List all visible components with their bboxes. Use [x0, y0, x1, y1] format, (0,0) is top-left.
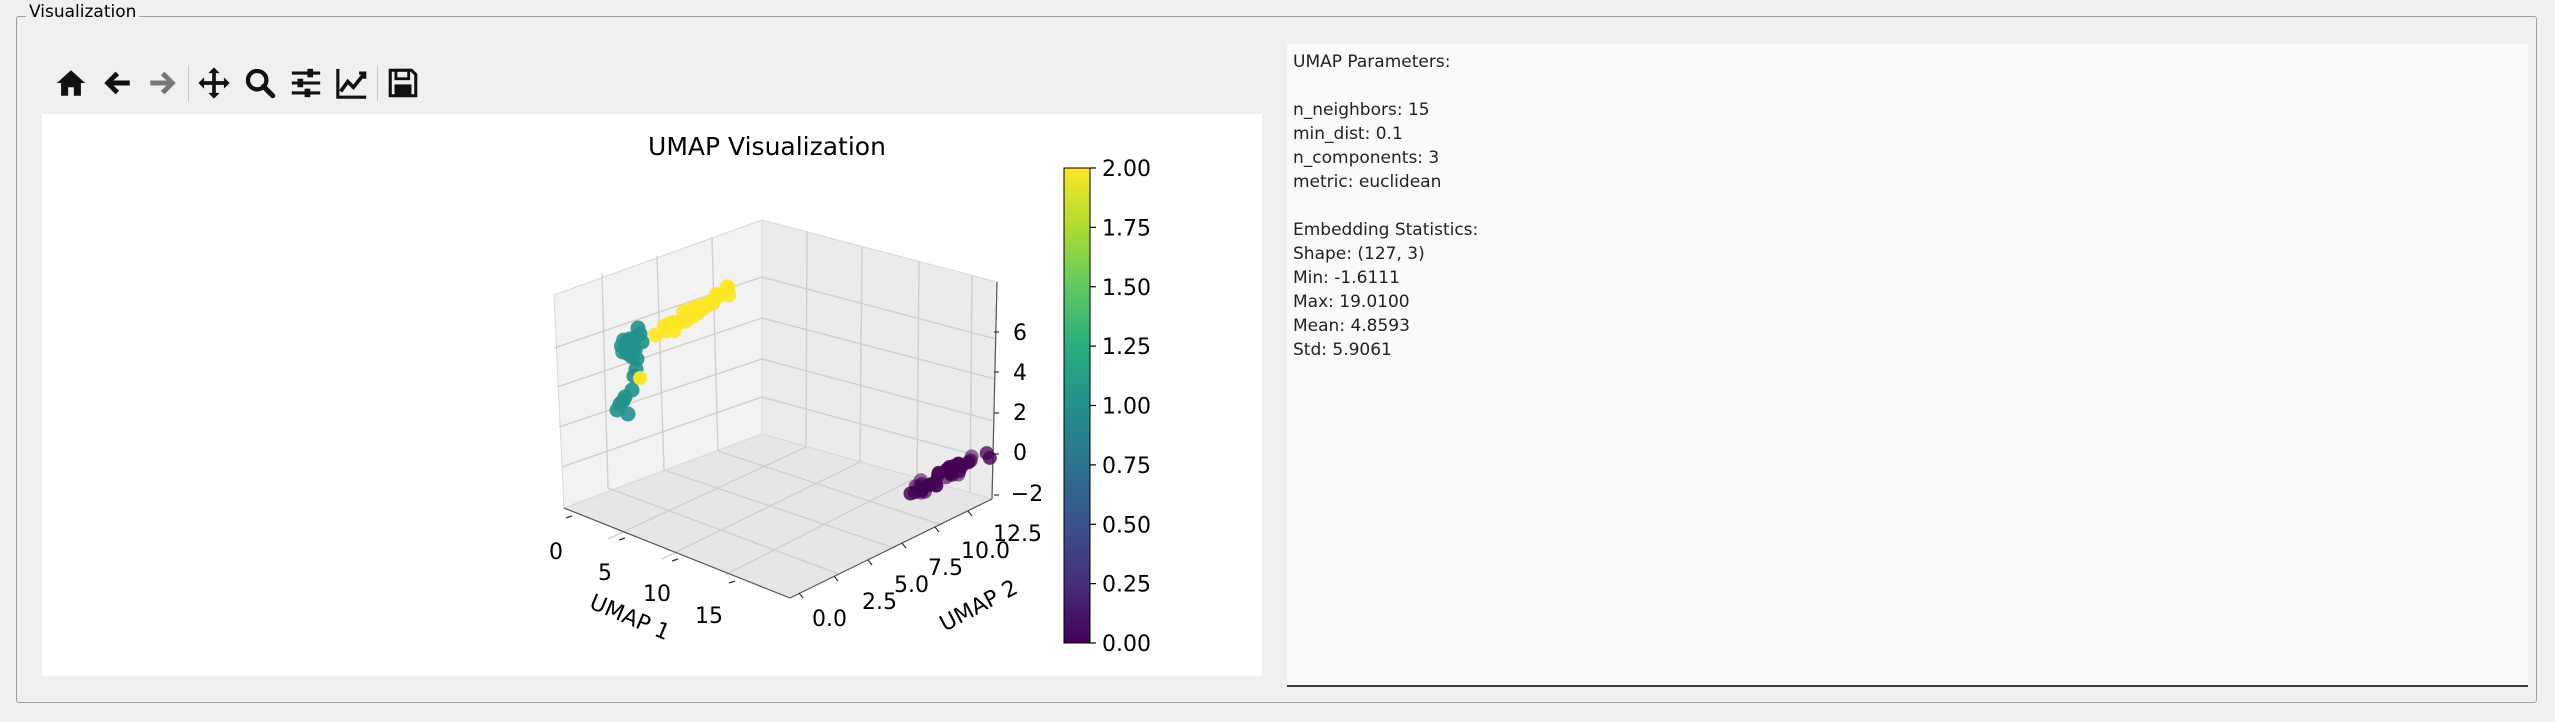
save-button[interactable] — [380, 60, 426, 106]
x-tick-label: 5 — [598, 561, 612, 586]
toolbar-separator — [188, 65, 189, 101]
y-tick-label: 10.0 — [961, 539, 1010, 564]
edit-axis-button[interactable] — [329, 60, 375, 106]
y-tick-label: 7.5 — [928, 556, 963, 581]
colorbar — [1063, 167, 1091, 644]
visualization-groupbox — [16, 16, 2537, 703]
forward-button[interactable] — [140, 60, 186, 106]
z-tick-label: 6 — [1013, 321, 1027, 346]
scatter-point — [656, 318, 672, 334]
scatter-point — [633, 371, 647, 385]
info-line: n_components: 3 — [1293, 148, 1440, 168]
info-line: n_neighbors: 15 — [1293, 100, 1430, 120]
info-line: Shape: (127, 3) — [1293, 244, 1425, 264]
colorbar-tick-label: 0.50 — [1102, 513, 1151, 538]
colorbar-tick-label: 0.00 — [1102, 632, 1151, 657]
info-line: UMAP Parameters: — [1293, 52, 1451, 72]
plot-toolbar — [48, 60, 426, 106]
info-line: Embedding Statistics: — [1293, 220, 1479, 240]
z-tick-label: 2 — [1013, 401, 1027, 426]
colorbar-tick-label: 1.00 — [1102, 395, 1151, 420]
info-line: Min: -1.6111 — [1293, 268, 1400, 288]
colorbar-tick-label: 2.00 — [1102, 157, 1151, 182]
plot-canvas[interactable]: UMAP Visualization — [42, 114, 1262, 676]
x-tick-label: 10 — [643, 582, 671, 607]
y-tick-label: 2.5 — [862, 590, 897, 615]
chart-title: UMAP Visualization — [648, 132, 886, 161]
colorbar-tick-label: 0.75 — [1102, 454, 1151, 479]
z-tick-label: 0 — [1013, 441, 1027, 466]
home-icon — [56, 70, 86, 96]
info-panel[interactable]: UMAP Parameters: n_neighbors: 15 min_dis… — [1287, 44, 2528, 687]
umap-3d-chart: UMAP Visualization — [549, 132, 1151, 657]
configure-subplots-icon — [291, 68, 321, 98]
home-button[interactable] — [48, 60, 94, 106]
edit-axis-icon — [336, 68, 367, 99]
back-button[interactable] — [94, 60, 140, 106]
scatter-point — [630, 320, 646, 336]
scatter-point — [625, 334, 641, 350]
pan-icon — [198, 67, 230, 99]
z-tick-label: −2 — [1011, 482, 1043, 507]
info-line: Mean: 4.8593 — [1293, 316, 1410, 336]
scatter-point — [709, 286, 725, 302]
scatter-point — [669, 326, 681, 338]
y-tick-label: 0.0 — [812, 607, 847, 632]
x-tick-label: 0 — [549, 540, 563, 565]
back-arrow-icon — [104, 71, 130, 95]
scatter-point — [689, 299, 705, 315]
scatter-point — [619, 345, 635, 361]
x-tick-labels: 0 5 10 15 — [549, 540, 723, 629]
info-line: Max: 19.0100 — [1293, 292, 1410, 312]
configure-subplots-button[interactable] — [283, 60, 329, 106]
group-title: Visualization — [26, 2, 140, 22]
zoom-button[interactable] — [237, 60, 283, 106]
pan-button[interactable] — [191, 60, 237, 106]
y-axis-label: UMAP 2 — [936, 575, 1022, 637]
scatter-points — [609, 279, 997, 501]
scatter-point — [719, 279, 735, 295]
scatter-point — [676, 304, 692, 320]
colorbar-tick-label: 1.25 — [1102, 335, 1151, 360]
scatter-point — [963, 453, 978, 468]
info-line: min_dist: 0.1 — [1293, 124, 1403, 144]
y-tick-labels: 0.0 2.5 5.0 7.5 10.0 12.5 — [812, 522, 1042, 632]
colorbar-tick-label: 0.25 — [1102, 573, 1151, 598]
z-tick-label: 4 — [1013, 361, 1027, 386]
scatter-point — [620, 406, 636, 422]
x-tick-label: 15 — [695, 604, 723, 629]
z-tick-labels: 6 4 2 0 −2 — [1011, 321, 1043, 507]
tick-marks — [565, 331, 999, 599]
colorbar-tick-label: 1.75 — [1102, 216, 1151, 241]
zoom-icon — [245, 68, 276, 99]
info-line — [1293, 74, 2522, 98]
info-line: Std: 5.9061 — [1293, 340, 1392, 360]
colorbar-ticks: 2.00 1.75 1.50 1.25 1.00 0.75 0.50 0.25 0.00 — [1090, 157, 1151, 657]
toolbar-separator — [377, 65, 378, 101]
scatter-point — [982, 450, 997, 465]
info-line: metric: euclidean — [1293, 172, 1442, 192]
scatter-point — [943, 465, 958, 479]
y-tick-label: 12.5 — [993, 522, 1042, 547]
info-line — [1293, 194, 2522, 218]
y-tick-label: 5.0 — [894, 573, 929, 598]
scatter-point — [624, 382, 640, 398]
scatter-point — [615, 393, 631, 409]
save-icon — [388, 68, 418, 98]
forward-arrow-icon — [150, 71, 176, 95]
colorbar-tick-label: 1.50 — [1102, 276, 1151, 301]
scatter-point — [915, 476, 929, 491]
